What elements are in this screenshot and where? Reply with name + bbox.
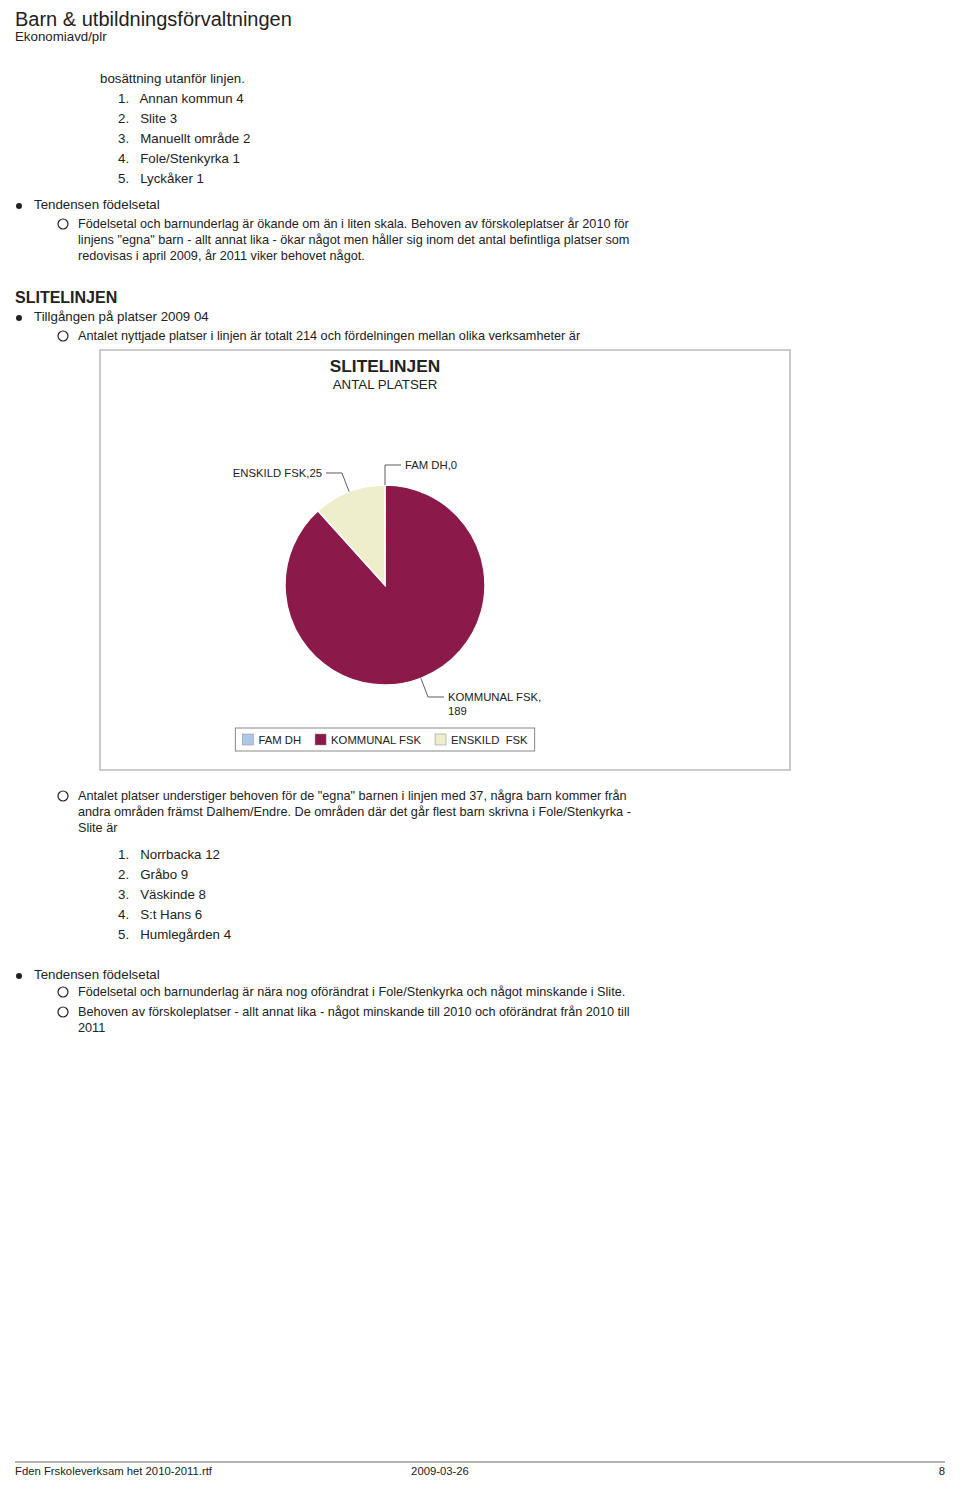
legend-frame: [235, 728, 534, 751]
sub-bullet: [58, 987, 68, 997]
section-title: SLITELINJEN: [15, 289, 117, 306]
bullet: [16, 203, 22, 209]
data-label-line: ENSKILD FSK,25: [233, 467, 322, 479]
paragraph-line: Födelsetal och barnunderlag är ökande om…: [78, 217, 630, 231]
sub-bullet: [58, 331, 68, 341]
paragraph-line: Antalet platser understiger behoven för …: [78, 789, 627, 803]
paragraph-line: 2011: [78, 1021, 105, 1035]
paragraph-line: redovisas i april 2009, år 2011 viker be…: [78, 249, 365, 263]
list-item: 2. Gråbo 9: [118, 867, 188, 882]
background: [0, 0, 960, 1502]
data-labels: FAM DH,0 KOMMUNAL FSK, 189 ENSKILD FSK,25: [233, 459, 541, 717]
footer-text: 2009-03-26: [411, 1465, 469, 1477]
page-subtitle: Ekonomiavd/plr: [15, 29, 107, 44]
bullet-title: Tillgången på platser 2009 04: [34, 309, 209, 324]
bullet-title: Tendensen födelsetal: [34, 967, 160, 982]
legend-label: FAM DH: [258, 734, 301, 746]
bullet-title: Tendensen födelsetal: [34, 197, 160, 212]
list-item: 1. Annan kommun 4: [118, 91, 244, 106]
legend-label: KOMMUNAL FSK: [331, 734, 421, 746]
paragraph-line: Slite är: [78, 821, 118, 835]
chart-title: SLITELINJEN: [330, 356, 440, 376]
legend-swatch: [435, 734, 446, 745]
list-item: 3. Väskinde 8: [118, 887, 206, 902]
leader-line: [385, 465, 401, 485]
sub-bullet: [58, 219, 68, 229]
list-item: 5. Humlegården 4: [118, 927, 231, 942]
paragraph-line: Födelsetal och barnunderlag är nära nog …: [78, 985, 625, 999]
chart-subtitle: ANTAL PLATSER: [333, 377, 438, 392]
sub-bullet: [58, 791, 68, 801]
data-label-line: KOMMUNAL FSK,: [448, 691, 541, 703]
footer-text: 8: [939, 1465, 945, 1477]
pie-slice: [318, 485, 385, 585]
paragraph-line: Antalet nyttjade platser i linjen är tot…: [78, 329, 581, 343]
legend: FAM DH KOMMUNAL FSK ENSKILD FSK: [235, 728, 534, 751]
data-label: ENSKILD FSK,25: [233, 467, 322, 479]
chart-frame: [100, 350, 790, 770]
footer-rule: [15, 1462, 945, 1463]
paragraph-line: linjens "egna" barn - allt annat lika - …: [78, 233, 629, 247]
data-label-line: 189: [448, 705, 467, 717]
pie: [285, 485, 485, 685]
paragraph-line: Behoven av förskoleplatser - allt annat …: [78, 1005, 630, 1019]
list-item: 2. Slite 3: [118, 111, 177, 126]
pie-slice: [285, 485, 485, 685]
list-item: 4. S:t Hans 6: [118, 907, 202, 922]
paragraph-line: andra områden främst Dalhem/Endre. De om…: [78, 805, 631, 819]
legend-item: ENSKILD FSK: [435, 734, 528, 746]
data-label: FAM DH,0: [405, 459, 457, 471]
footer-text: Fden Frskoleverksam het 2010-2011.rtf: [15, 1465, 213, 1477]
leader-line: [421, 678, 444, 697]
legend-swatch: [315, 734, 326, 745]
page: Barn & utbildningsförvaltningenEkonomiav…: [0, 0, 960, 1502]
legend-label: ENSKILD FSK: [451, 734, 528, 746]
legend-item: KOMMUNAL FSK: [315, 734, 421, 746]
page-title: Barn & utbildningsförvaltningen: [15, 8, 292, 30]
data-label: KOMMUNAL FSK, 189: [448, 691, 541, 717]
data-label-line: FAM DH,0: [405, 459, 457, 471]
list-item: 1. Norrbacka 12: [118, 847, 220, 862]
legend-item: FAM DH: [242, 734, 301, 746]
list-item: 4. Fole/Stenkyrka 1: [118, 151, 240, 166]
list-item: 5. Lyckåker 1: [118, 171, 204, 186]
bullet: [16, 315, 22, 321]
legend-swatch: [242, 734, 253, 745]
leader-line: [326, 473, 349, 492]
paragraph: bosättning utanför linjen.: [100, 71, 245, 86]
sub-bullet: [58, 1007, 68, 1017]
list-item: 3. Manuellt område 2: [118, 131, 250, 146]
legend-items: FAM DH KOMMUNAL FSK ENSKILD FSK: [242, 734, 528, 746]
chart: SLITELINJENANTAL PLATSER FAM DH,0 KOMMUNAL…: [100, 350, 790, 770]
bullet: [16, 973, 22, 979]
